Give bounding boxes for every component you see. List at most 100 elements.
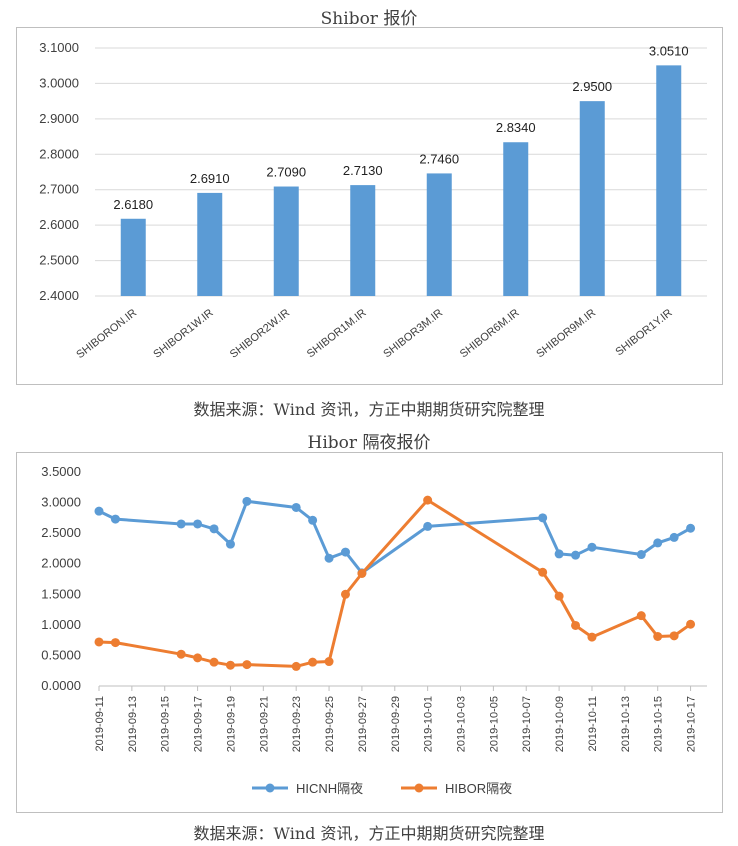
y-tick-label: 1.5000 (41, 586, 81, 601)
data-point (308, 515, 318, 525)
y-tick-label: 2.6000 (39, 217, 79, 232)
data-point (324, 657, 334, 667)
data-point (110, 514, 120, 524)
x-tick-label: 2019-10-11 (587, 696, 599, 751)
data-point (94, 506, 104, 516)
y-tick-label: 2.8000 (39, 146, 79, 161)
data-point (242, 496, 252, 506)
x-tick-label: 2019-10-09 (554, 696, 566, 752)
x-tick-label: 2019-10-03 (456, 696, 468, 752)
legend-swatch-marker (414, 783, 424, 793)
data-point (324, 553, 334, 563)
bar (579, 101, 605, 297)
bar-value-label: 2.7090 (266, 165, 306, 180)
data-point (225, 539, 235, 549)
data-point (209, 657, 219, 667)
data-point (686, 523, 696, 533)
x-tick-label: 2019-09-21 (258, 696, 270, 752)
line-chart: 0.0000 0.5000 1.0000 1.5000 2.0000 2.5000 3.00… (41, 464, 707, 796)
data-point (571, 620, 581, 630)
data-point (340, 589, 350, 599)
x-category-label: SHIBOR1Y.IR (613, 307, 674, 359)
data-point (193, 519, 203, 529)
bar-value-label: 2.6910 (190, 171, 230, 186)
y-tick-label: 2.9000 (39, 111, 79, 126)
data-point (587, 542, 597, 552)
y-tick-label: 3.1000 (39, 40, 79, 55)
y-tick-label: 2.0000 (41, 556, 81, 571)
data-point (291, 502, 301, 512)
y-tick-label: 3.0000 (41, 495, 81, 510)
data-point (291, 661, 301, 671)
x-tick-label: 2019-10-07 (521, 696, 533, 752)
bar-value-label: 2.6180 (113, 197, 153, 212)
y-tick-label: 2.5000 (39, 253, 79, 268)
x-tick-label: 2019-10-17 (686, 696, 698, 752)
data-point (225, 660, 235, 670)
x-tick-label: 2019-09-17 (193, 696, 205, 752)
x-tick-label: 2019-10-15 (653, 696, 665, 752)
x-tick-label: 2019-10-01 (423, 696, 435, 752)
data-point (308, 657, 318, 667)
chart1-frame: 2.4000 2.5000 2.6000 2.7000 2.8000 2.9000 3.00… (16, 27, 723, 385)
legend-label: HIBOR隔夜 (445, 781, 512, 796)
x-category-label: SHIBOR3M.IR (381, 307, 445, 361)
y-tick-label: 2.5000 (41, 525, 81, 540)
chart2-frame: 0.0000 0.5000 1.0000 1.5000 2.0000 2.5000 3.00… (16, 452, 723, 813)
data-point (357, 568, 367, 578)
data-point (653, 631, 663, 641)
data-point (176, 649, 186, 659)
y-tick-label: 3.0000 (39, 75, 79, 90)
data-point (554, 549, 564, 559)
y-tick-label: 2.4000 (39, 288, 79, 303)
y-tick-label: 0.0000 (41, 678, 81, 693)
data-point (423, 521, 433, 531)
x-tick-label: 2019-09-23 (291, 696, 303, 752)
chart2-title: Hibor 隔夜报价 (307, 433, 431, 453)
x-category-label: SHIBOR1M.IR (305, 307, 369, 361)
bar (120, 218, 146, 296)
data-point (636, 611, 646, 621)
x-tick-label: 2019-09-13 (127, 696, 139, 752)
x-category-label: SHIBOR1W.IR (151, 307, 215, 361)
x-category-label: SHIBOR9M.IR (534, 307, 598, 361)
legend-swatch-marker (265, 783, 275, 793)
x-category-label: SHIBOR2W.IR (228, 307, 292, 361)
x-tick-label: 2019-10-05 (488, 696, 500, 752)
bar (656, 65, 682, 296)
data-point (636, 550, 646, 560)
bar-value-label: 2.7460 (419, 151, 459, 166)
bar (426, 173, 452, 296)
data-point (554, 591, 564, 601)
data-point (209, 524, 219, 534)
data-point (94, 637, 104, 647)
y-tick-label: 3.5000 (41, 464, 81, 479)
x-tick-label: 2019-09-25 (324, 696, 336, 752)
x-tick-label: 2019-09-19 (225, 696, 237, 752)
x-tick-label: 2019-09-15 (160, 696, 172, 752)
data-point (669, 631, 679, 641)
x-tick-label: 2019-09-29 (390, 696, 402, 752)
bar-value-label: 2.8340 (496, 120, 536, 135)
data-point (653, 538, 663, 548)
chart1-title: Shibor 报价 (320, 9, 418, 29)
x-category-label: SHIBOR6M.IR (458, 307, 522, 361)
data-point (423, 495, 433, 505)
data-point (686, 619, 696, 629)
data-point (110, 638, 120, 648)
data-point (538, 567, 548, 577)
data-point (193, 653, 203, 663)
data-point (242, 660, 252, 670)
y-tick-label: 0.5000 (41, 647, 81, 662)
bar-value-label: 2.7130 (343, 163, 383, 178)
data-point (587, 632, 597, 642)
chart2-source: 数据来源：Wind 资讯，方正中期期货研究院整理 (193, 824, 545, 843)
x-tick-label: 2019-09-11 (94, 696, 106, 751)
chart1-source: 数据来源：Wind 资讯，方正中期期货研究院整理 (193, 400, 545, 419)
data-point (340, 547, 350, 557)
y-tick-label: 2.7000 (39, 182, 79, 197)
y-tick-label: 1.0000 (41, 617, 81, 632)
data-point (538, 513, 548, 523)
data-point (176, 519, 186, 529)
bar-chart: 2.4000 2.5000 2.6000 2.7000 2.8000 2.9000 3.00… (39, 40, 707, 361)
